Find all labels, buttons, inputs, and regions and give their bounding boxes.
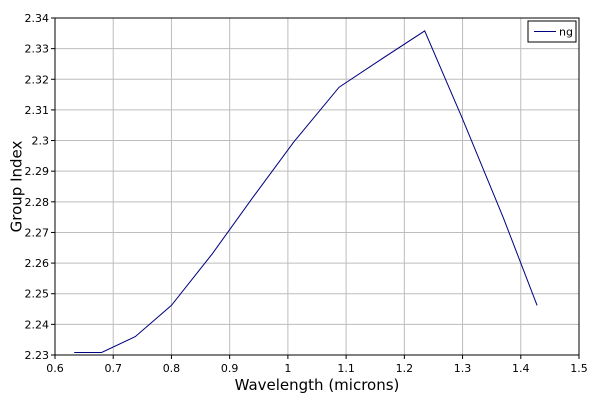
- x-tick-label: 1: [284, 362, 291, 375]
- x-tick-label: 0.6: [46, 362, 64, 375]
- y-tick-label: 2.25: [25, 288, 50, 301]
- legend-label-ng: ng: [559, 26, 573, 39]
- x-tick-label: 1.4: [512, 362, 530, 375]
- y-tick-label: 2.3: [32, 135, 50, 148]
- y-tick-label: 2.23: [25, 349, 50, 362]
- series-line-ng: [74, 30, 538, 353]
- y-tick-label: 2.33: [25, 43, 50, 56]
- y-axis-ticks: 2.23 2.24 2.25 2.26 2.27 2.28 2.29 2.3 2.31 2.32 2…: [25, 12, 55, 362]
- plot-frame: [54, 17, 580, 356]
- y-tick-label: 2.34: [25, 12, 50, 25]
- x-tick-label: 1.5: [570, 362, 588, 375]
- y-tick-label: 2.27: [25, 226, 50, 239]
- y-tick-label: 2.32: [25, 73, 50, 86]
- x-axis-label: Wavelength (microns): [235, 376, 400, 394]
- y-axis-label: Group Index: [7, 141, 25, 233]
- x-tick-label: 0.8: [163, 362, 181, 375]
- y-tick-label: 2.29: [25, 165, 50, 178]
- x-tick-label: 0.9: [221, 362, 239, 375]
- series-group: [74, 30, 538, 353]
- x-tick-label: 1.1: [337, 362, 355, 375]
- y-tick-label: 2.24: [25, 318, 50, 331]
- legend: ng: [527, 20, 577, 43]
- grid-lines: [55, 18, 579, 355]
- y-tick-label: 2.28: [25, 196, 50, 209]
- x-tick-label: 1.3: [454, 362, 472, 375]
- x-tick-label: 0.7: [104, 362, 122, 375]
- y-tick-label: 2.26: [25, 257, 50, 270]
- x-tick-label: 1.2: [396, 362, 414, 375]
- x-axis-ticks: 0.6 0.7 0.8 0.9 1 1.1 1.2 1.3 1.4 1.5: [46, 355, 588, 375]
- y-tick-label: 2.31: [25, 104, 50, 117]
